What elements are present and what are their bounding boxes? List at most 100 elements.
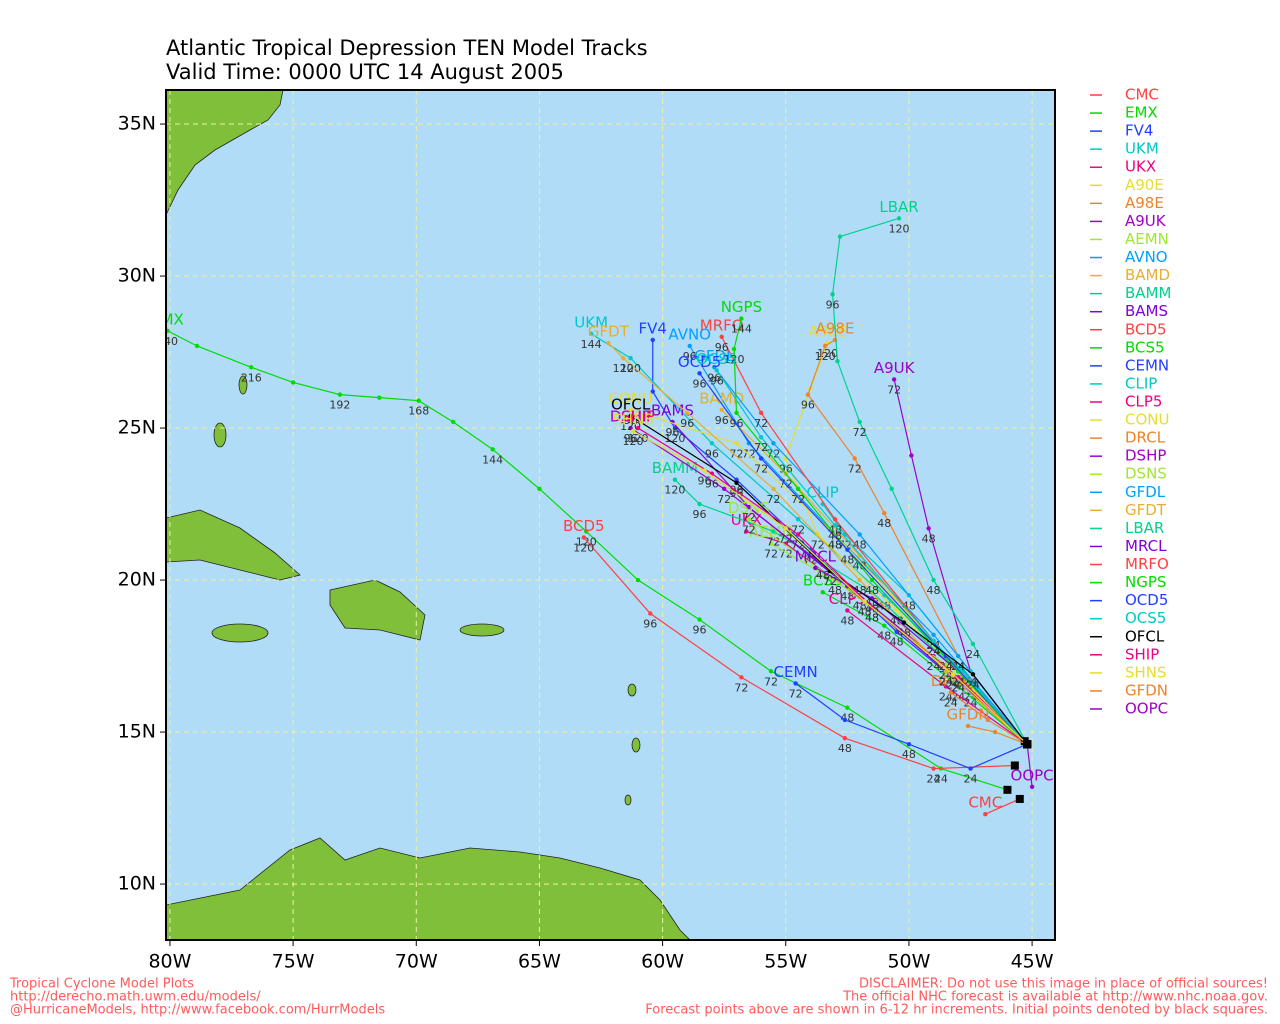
- forecast-hour: 192: [329, 399, 350, 412]
- track-point: [965, 723, 971, 729]
- track-point: [734, 410, 739, 416]
- legend-label: SHNS: [1125, 663, 1167, 681]
- track-point: [845, 608, 850, 613]
- forecast-hour: 72: [811, 538, 825, 551]
- legend-label: BAMD: [1125, 266, 1170, 284]
- track-label: OFCL: [611, 395, 651, 413]
- title: Atlantic Tropical Depression TEN Model T…: [166, 36, 648, 60]
- x-tick-label: 55W: [764, 951, 807, 973]
- forecast-hour: 72: [742, 523, 756, 536]
- track: [583, 537, 1015, 770]
- track-label: SHIP: [621, 408, 655, 426]
- forecast-hour: 96: [715, 341, 729, 354]
- footer-left: Tropical Cyclone Model Plots: [9, 977, 194, 992]
- track-label: OCD5: [678, 353, 721, 371]
- footer-left: http://derecho.math.uwm.edu/models/: [10, 990, 261, 1005]
- track-label: CEMN: [774, 663, 818, 681]
- legend-label: FV4: [1125, 122, 1153, 140]
- track-point: [714, 368, 719, 373]
- track-label: BAMS: [651, 401, 694, 419]
- forecast-hour: 72: [717, 493, 731, 506]
- forecast-hour: 96: [710, 374, 724, 387]
- track-point: [896, 216, 902, 221]
- track-point: [852, 456, 857, 461]
- track-label: EMX: [151, 310, 184, 328]
- track-point: [793, 681, 798, 686]
- track-point: [815, 532, 820, 537]
- track-label: BCD5: [563, 517, 605, 535]
- forecast-hour: 24: [966, 678, 980, 691]
- track-point: [451, 419, 456, 425]
- track-point: [249, 365, 254, 370]
- forecast-hour: 72: [754, 441, 768, 454]
- initial-point: [1003, 785, 1012, 794]
- track-point: [1029, 784, 1035, 789]
- track-point: [739, 316, 744, 321]
- track-point: [795, 486, 801, 492]
- track-point: [628, 425, 633, 431]
- forecast-hour: 96: [624, 414, 638, 427]
- forecast-hour: 96: [693, 624, 707, 637]
- track-point: [337, 392, 343, 397]
- forecast-hour: 96: [680, 417, 694, 430]
- bahamas: [238, 375, 248, 395]
- forecast-hour: 48: [853, 538, 867, 551]
- track-label: CONU: [608, 389, 652, 407]
- track-point: [739, 675, 744, 680]
- track-label: OCS5: [696, 350, 737, 368]
- track-point: [882, 623, 887, 628]
- track-point: [490, 447, 495, 452]
- track: [637, 427, 1028, 745]
- track-point: [630, 428, 636, 434]
- track: [822, 591, 1028, 745]
- legend-label: CONU: [1125, 411, 1169, 429]
- track-point: [635, 425, 641, 431]
- legend-label: OFCL: [1125, 627, 1165, 645]
- forecast-hour: 96: [697, 475, 711, 488]
- track-label: FV4: [639, 319, 667, 337]
- forecast-hour: 48: [828, 584, 842, 597]
- track-label: A90E: [808, 322, 847, 340]
- forecast-hour: 72: [734, 681, 748, 694]
- forecast-hour: 96: [705, 447, 719, 460]
- forecast-hour: 120: [573, 541, 594, 554]
- legend-label: DSNS: [1125, 465, 1167, 483]
- track-point: [983, 811, 988, 817]
- track-point: [744, 529, 749, 534]
- island: [624, 794, 632, 806]
- track-label: UKM: [574, 313, 608, 331]
- track-point: [832, 517, 838, 522]
- forecast-hour: 96: [779, 462, 793, 475]
- track-point: [820, 590, 825, 595]
- track-point: [943, 684, 949, 689]
- track-point: [719, 407, 724, 413]
- track-point: [783, 526, 788, 531]
- track-point: [835, 358, 840, 364]
- legend-label: DSHP: [1125, 447, 1166, 465]
- track-label: BCS5: [803, 572, 843, 590]
- legend-label: A90E: [1125, 176, 1164, 194]
- south-america: [166, 837, 691, 940]
- forecast-hour: 48: [840, 590, 854, 603]
- track-point: [832, 523, 838, 528]
- track-point: [672, 477, 678, 482]
- subtitle: Valid Time: 0000 UTC 14 August 2005: [166, 60, 564, 84]
- track-label: CMC: [968, 794, 1002, 812]
- track-point: [620, 355, 626, 361]
- track-point: [584, 529, 589, 534]
- forecast-hour: 72: [789, 687, 803, 700]
- y-tick-label: 15N: [118, 721, 156, 743]
- forecast-hour: 48: [828, 529, 842, 542]
- forecast-hour: 72: [853, 426, 867, 439]
- legend-label: CLP5: [1125, 393, 1162, 411]
- forecast-hour: 72: [823, 575, 837, 588]
- legend-label: SHIP: [1125, 645, 1159, 663]
- track-point: [588, 331, 594, 337]
- track-point: [970, 672, 976, 677]
- track-point: [719, 334, 724, 340]
- forecast-hour: 48: [927, 584, 941, 597]
- forecast-hour: 72: [791, 493, 805, 506]
- track-point: [537, 486, 542, 492]
- legend-label: GFDN: [1125, 681, 1168, 699]
